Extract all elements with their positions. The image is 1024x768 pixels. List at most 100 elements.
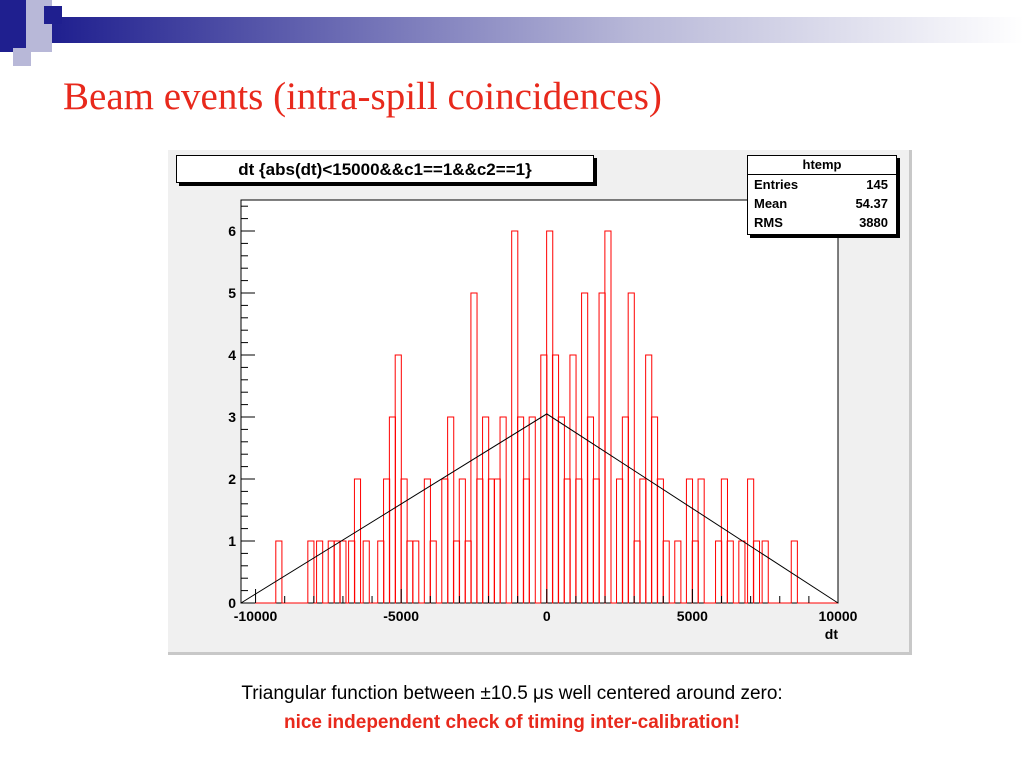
histogram-bin-45 — [587, 417, 593, 603]
header-gradient-bar — [52, 17, 1024, 43]
stats-entries-label: Entries — [754, 177, 799, 192]
histogram-bin-66 — [727, 541, 733, 603]
histogram-bin-35 — [529, 417, 535, 603]
header-square-dark-2 — [0, 26, 26, 52]
header-square-light-2 — [26, 26, 52, 52]
y-tick-label: 3 — [228, 409, 236, 425]
y-tick-label: 6 — [228, 223, 236, 239]
histogram-bin-68 — [739, 541, 745, 603]
x-tick-label: -5000 — [383, 608, 419, 624]
histogram-bin-3 — [328, 541, 334, 603]
histogram-bin-13 — [401, 479, 407, 603]
histogram-bin-25 — [471, 293, 477, 603]
histogram-bin-62 — [698, 479, 704, 603]
caption-line-1: Triangular function between ±10.5 μs wel… — [241, 683, 783, 704]
histogram-title: dt {abs(dt)<15000&&c1==1&&c2==1} — [176, 155, 594, 183]
histogram-plot: 0 1 2 3 4 5 6 -10000 -5000 0 5000 10000 dt — [228, 199, 858, 642]
histogram-bin-58 — [663, 541, 669, 603]
histogram-bin-40 — [558, 417, 564, 603]
histogram-bin-32 — [512, 231, 518, 603]
histogram-bin-74 — [791, 541, 797, 603]
histogram-bin-20 — [442, 479, 448, 603]
histogram-bin-41 — [564, 479, 570, 603]
stats-entries-value: 145 — [866, 177, 888, 192]
triangle-fit-line — [240, 413, 839, 604]
stats-box: htemp Entries 145 Mean 54.37 RMS 3880 — [747, 155, 897, 235]
histogram-bin-69 — [748, 479, 754, 603]
stats-mean-label: Mean — [754, 196, 788, 211]
histogram-bin-10 — [384, 479, 390, 603]
histogram-bin-53 — [634, 541, 640, 603]
y-tick-label: 0 — [228, 595, 236, 611]
histogram-bin-0 — [276, 541, 282, 603]
x-tick-label: 0 — [543, 608, 551, 624]
histogram-bin-26 — [477, 479, 483, 603]
stats-mean-value: 54.37 — [855, 196, 888, 211]
stats-rms-value: 3880 — [859, 215, 888, 230]
histogram-bin-21 — [448, 417, 454, 603]
histogram-bin-12 — [395, 355, 401, 603]
stats-row-entries: Entries 145 — [748, 175, 896, 194]
histogram-bin-60 — [686, 479, 692, 603]
x-tick-label: 5000 — [677, 608, 708, 624]
histogram-bin-64 — [716, 541, 722, 603]
histogram-bin-59 — [675, 541, 681, 603]
histogram-bin-39 — [552, 355, 558, 603]
histogram-bin-65 — [721, 479, 727, 603]
histogram-bin-52 — [628, 293, 634, 603]
x-axis-label: dt — [825, 626, 839, 642]
y-tick-label: 2 — [228, 471, 236, 487]
x-tick-label: 10000 — [819, 608, 858, 624]
histogram-bin-18 — [430, 541, 436, 603]
histogram-bin-5 — [340, 541, 346, 603]
histogram-bin-22 — [453, 541, 459, 603]
histogram-bars-line — [241, 230, 838, 604]
histogram-bin-1 — [308, 541, 314, 603]
histogram-bin-17 — [424, 479, 430, 603]
histogram-bin-15 — [413, 541, 419, 603]
histogram-bin-14 — [407, 541, 413, 603]
stats-title: htemp — [748, 156, 896, 175]
histogram-bin-61 — [692, 541, 698, 603]
x-tick-label: -10000 — [234, 608, 278, 624]
header-square-light-3 — [13, 48, 31, 66]
y-tick-label: 5 — [228, 285, 236, 301]
histogram-bin-6 — [349, 541, 355, 603]
histogram-bin-54 — [640, 479, 646, 603]
histogram-bin-57 — [657, 479, 663, 603]
histogram-bin-29 — [494, 479, 500, 603]
histogram-bin-30 — [500, 417, 506, 603]
histogram-bin-42 — [570, 355, 576, 603]
histogram-bin-2 — [317, 541, 323, 603]
slide-title: Beam events (intra-spill coincidences) — [63, 75, 662, 118]
histogram-bin-27 — [483, 417, 489, 603]
histogram-bin-7 — [354, 479, 360, 603]
stats-row-mean: Mean 54.37 — [748, 194, 896, 213]
y-tick-label: 4 — [228, 347, 236, 363]
histogram-bin-8 — [363, 541, 369, 603]
histogram-bin-23 — [459, 479, 465, 603]
histogram-bin-11 — [389, 417, 395, 603]
histogram-bin-37 — [541, 355, 547, 603]
histogram-bin-71 — [762, 541, 768, 603]
histogram-bin-50 — [617, 479, 623, 603]
histogram-bin-44 — [582, 293, 588, 603]
histogram-bin-51 — [622, 417, 628, 603]
caption-line-2: nice independent check of timing inter-c… — [283, 712, 741, 733]
stats-row-rms: RMS 3880 — [748, 213, 896, 232]
histogram-bin-46 — [593, 479, 599, 603]
plot-frame — [240, 199, 839, 604]
histogram-bin-33 — [518, 417, 524, 603]
histogram-bin-34 — [523, 479, 529, 603]
histogram-bin-56 — [651, 417, 657, 603]
histogram-bin-4 — [334, 541, 340, 603]
histogram-bin-28 — [488, 479, 494, 603]
header-square-dark-1 — [0, 0, 26, 26]
header-square-dark-3 — [44, 6, 62, 24]
histogram-bin-24 — [465, 541, 471, 603]
histogram-bin-48 — [605, 231, 611, 603]
stats-rms-label: RMS — [754, 215, 783, 230]
histogram-bin-43 — [576, 479, 582, 603]
histogram-bin-9 — [378, 541, 384, 603]
y-tick-label: 1 — [228, 533, 236, 549]
